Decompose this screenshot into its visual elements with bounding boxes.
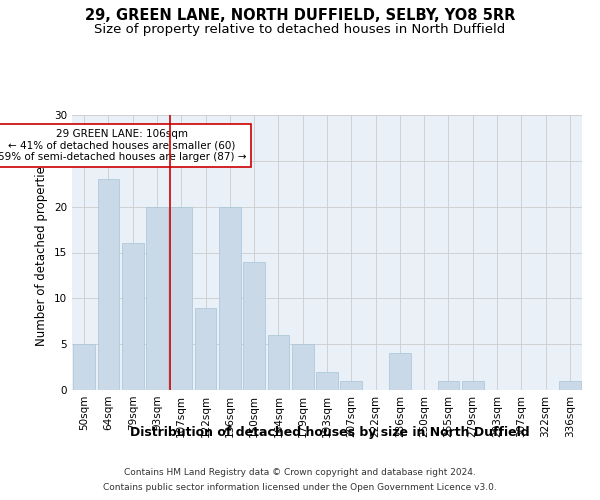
Text: Size of property relative to detached houses in North Duffield: Size of property relative to detached ho… <box>94 22 506 36</box>
Text: Contains public sector information licensed under the Open Government Licence v3: Contains public sector information licen… <box>103 483 497 492</box>
Bar <box>316 372 338 390</box>
Y-axis label: Number of detached properties: Number of detached properties <box>35 160 49 346</box>
Bar <box>437 381 460 390</box>
Bar <box>170 206 192 390</box>
Bar <box>219 206 241 390</box>
Bar <box>73 344 95 390</box>
Bar <box>340 381 362 390</box>
Bar <box>97 179 119 390</box>
Bar <box>389 354 411 390</box>
Bar <box>462 381 484 390</box>
Text: 29, GREEN LANE, NORTH DUFFIELD, SELBY, YO8 5RR: 29, GREEN LANE, NORTH DUFFIELD, SELBY, Y… <box>85 8 515 22</box>
Bar <box>194 308 217 390</box>
Text: 29 GREEN LANE: 106sqm
← 41% of detached houses are smaller (60)
59% of semi-deta: 29 GREEN LANE: 106sqm ← 41% of detached … <box>0 128 246 162</box>
Bar <box>243 262 265 390</box>
Text: Contains HM Land Registry data © Crown copyright and database right 2024.: Contains HM Land Registry data © Crown c… <box>124 468 476 477</box>
Bar <box>146 206 168 390</box>
Bar <box>559 381 581 390</box>
Bar <box>122 244 143 390</box>
Text: Distribution of detached houses by size in North Duffield: Distribution of detached houses by size … <box>130 426 530 439</box>
Bar <box>268 335 289 390</box>
Bar <box>292 344 314 390</box>
